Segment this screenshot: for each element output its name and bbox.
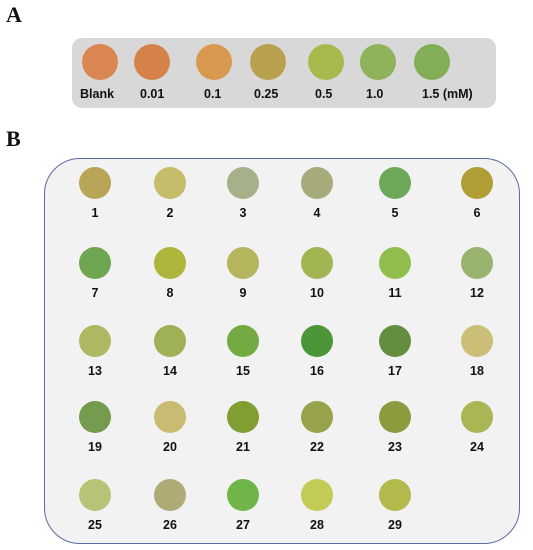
standard-label: 0.25 (254, 87, 279, 101)
sample-number: 7 (91, 286, 99, 300)
sample-spot (79, 401, 111, 433)
sample-number: 24 (470, 440, 484, 454)
sample-number: 26 (163, 518, 177, 532)
standard-swatch (134, 44, 170, 80)
sample-number: 8 (166, 286, 174, 300)
sample-spot (461, 167, 493, 199)
standard-label: 0.01 (140, 87, 165, 101)
sample-number: 2 (166, 206, 174, 220)
sample-spot (301, 479, 333, 511)
sample-number: 1 (91, 206, 99, 220)
sample-spot (79, 325, 111, 357)
sample-number: 21 (236, 440, 250, 454)
sample-spot (461, 401, 493, 433)
sample-spot (154, 167, 186, 199)
sample-number: 27 (236, 518, 250, 532)
sample-number: 18 (470, 364, 484, 378)
sample-spot (227, 479, 259, 511)
sample-number: 19 (88, 440, 102, 454)
standard-swatch (250, 44, 286, 80)
sample-spot (79, 479, 111, 511)
sample-number: 23 (388, 440, 402, 454)
sample-number: 16 (310, 364, 324, 378)
standard-swatch (360, 44, 396, 80)
sample-number: 12 (470, 286, 484, 300)
sample-number: 22 (310, 440, 324, 454)
sample-spot (379, 325, 411, 357)
sample-spot (154, 325, 186, 357)
sample-spot (379, 401, 411, 433)
standard-swatch (196, 44, 232, 80)
sample-spot (227, 247, 259, 279)
panel-a-letter: A (6, 2, 22, 27)
sample-number: 20 (163, 440, 177, 454)
sample-number: 25 (88, 518, 102, 532)
sample-number: 14 (163, 364, 177, 378)
sample-spot (154, 247, 186, 279)
sample-number: 13 (88, 364, 102, 378)
sample-spot (461, 325, 493, 357)
standard-swatch (82, 44, 118, 80)
sample-number: 10 (310, 286, 324, 300)
sample-number: 4 (313, 206, 321, 220)
standard-label: Blank (80, 87, 115, 101)
standard-swatch (308, 44, 344, 80)
sample-number: 6 (473, 206, 481, 220)
sample-spot (79, 247, 111, 279)
sample-plate: 1 2 3 4 5 6 7 8 9 10 11 12 13 14 15 16 17 18 19 20 21 22 23 24 2… (44, 158, 520, 544)
sample-spot (461, 247, 493, 279)
sample-number: 3 (239, 206, 247, 220)
sample-spot (301, 401, 333, 433)
sample-spot (227, 401, 259, 433)
sample-spot (379, 247, 411, 279)
standard-label: 1.0 (366, 87, 384, 101)
sample-number: 5 (391, 206, 399, 220)
standard-swatch (414, 44, 450, 80)
sample-number: 9 (239, 286, 247, 300)
sample-spot (227, 325, 259, 357)
sample-spot (227, 167, 259, 199)
sample-spot (154, 479, 186, 511)
panel-b-letter: B (6, 126, 21, 151)
sample-number: 28 (310, 518, 324, 532)
sample-number: 11 (388, 286, 402, 300)
standard-label: 0.1 (204, 87, 222, 101)
sample-number: 29 (388, 518, 402, 532)
sample-spot (301, 167, 333, 199)
standard-label: 0.5 (315, 87, 333, 101)
standard-label: 1.5 (mM) (422, 87, 473, 101)
sample-spot (79, 167, 111, 199)
sample-spot (379, 479, 411, 511)
sample-spot (301, 247, 333, 279)
sample-spot (154, 401, 186, 433)
standards-strip: Blank 0.01 0.1 0.25 0.5 1.0 1.5 (mM) (72, 38, 496, 108)
sample-spot (301, 325, 333, 357)
sample-number: 15 (236, 364, 250, 378)
sample-number: 17 (388, 364, 402, 378)
sample-spot (379, 167, 411, 199)
